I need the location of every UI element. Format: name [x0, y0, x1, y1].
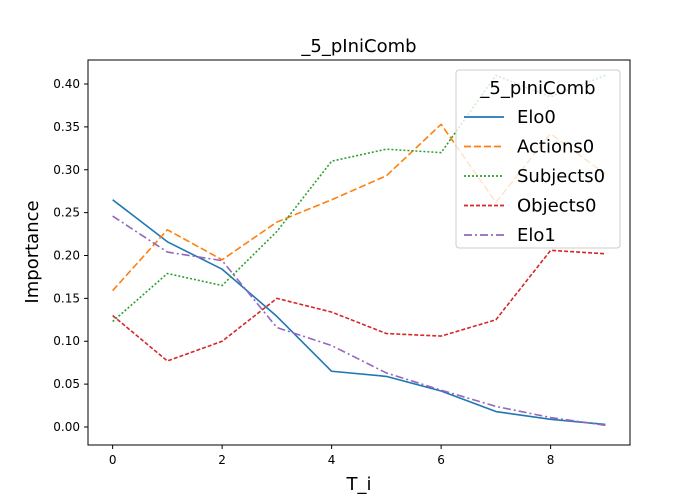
y-tick-label: 0.05 [53, 377, 80, 391]
y-tick-label: 0.00 [53, 420, 80, 434]
x-axis-label: T_i [346, 474, 372, 495]
series-line-elo1 [112, 215, 606, 427]
y-tick-label: 0.35 [53, 120, 80, 134]
y-tick-label: 0.40 [53, 77, 80, 91]
y-axis-label: Importance [22, 200, 43, 303]
legend-title: _5_pIniComb [479, 78, 595, 99]
x-tick-label: 6 [437, 453, 445, 467]
legend-label-objects0: Objects0 [517, 196, 596, 217]
series-line-elo0 [112, 199, 606, 426]
y-tick-label: 0.30 [53, 163, 80, 177]
y-tick-label: 0.15 [53, 291, 80, 305]
x-tick-label: 2 [218, 453, 226, 467]
x-tick-label: 4 [328, 453, 336, 467]
y-tick-label: 0.25 [53, 206, 80, 220]
chart-title: _5_pIniComb [300, 36, 416, 57]
x-tick-label: 0 [109, 453, 117, 467]
legend-label-actions0: Actions0 [517, 137, 594, 158]
legend-label-elo1: Elo1 [517, 225, 556, 246]
x-axis-ticks: 0 2 4 6 8 [109, 445, 555, 467]
series-line-objects0 [112, 249, 606, 362]
plot-frame [87, 59, 631, 446]
legend-label-subjects0: Subjects0 [517, 166, 605, 187]
y-tick-label: 0.20 [53, 249, 80, 263]
legend-label-elo0: Elo0 [517, 107, 556, 128]
x-tick-label: 8 [547, 453, 555, 467]
y-axis-ticks: 0.00 0.05 0.10 0.15 0.20 0.25 0.30 0.35 0.40 [53, 77, 88, 434]
legend-box [455, 69, 621, 249]
y-tick-label: 0.10 [53, 334, 80, 348]
legend: _5_pIniComb Elo0 Actions0 Subjects0 Objects… [455, 69, 621, 249]
